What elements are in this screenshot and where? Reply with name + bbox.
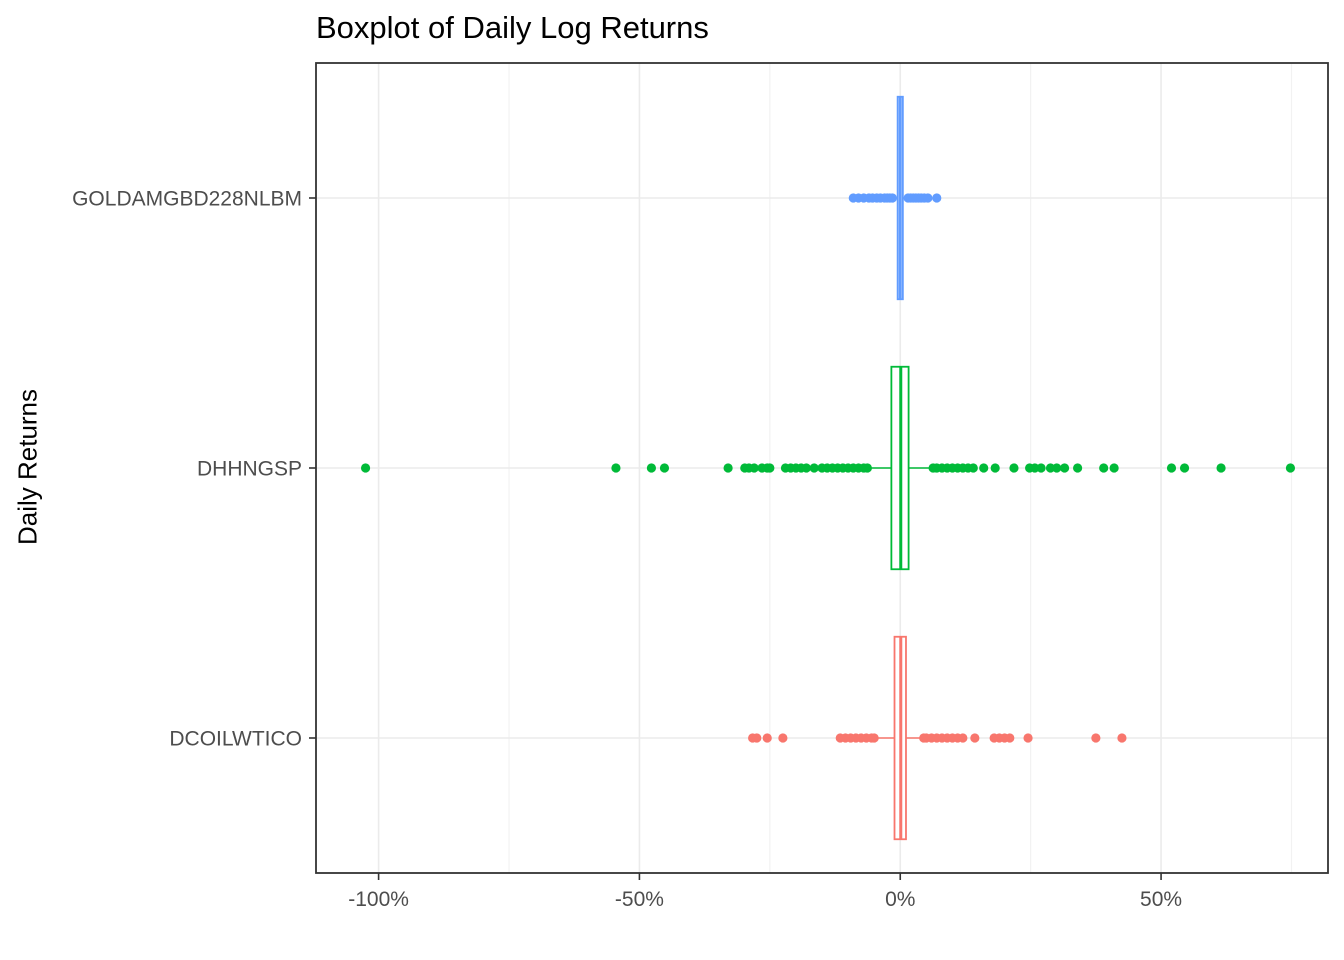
outlier-point xyxy=(646,463,657,473)
outlier-point xyxy=(1109,463,1119,473)
outlier-point xyxy=(1059,463,1070,473)
outlier-point xyxy=(809,463,819,473)
outlier-point xyxy=(1036,463,1046,473)
outlier-point xyxy=(958,733,968,743)
outlier-point xyxy=(862,463,872,473)
outlier-point xyxy=(1099,463,1109,473)
outlier-point xyxy=(1009,463,1019,473)
x-tick-label: -50% xyxy=(615,888,664,911)
outlier-point xyxy=(979,463,989,473)
outlier-point xyxy=(970,733,980,743)
y-tick-label: GOLDAMGBD228NLBM xyxy=(72,188,302,211)
series-dhhngsp xyxy=(360,365,1296,571)
outlier-point xyxy=(1117,733,1127,743)
outlier-point xyxy=(765,463,775,473)
outlier-point xyxy=(1166,463,1177,473)
chart-title: Boxplot of Daily Log Returns xyxy=(316,10,709,45)
x-tick-label: -100% xyxy=(348,888,409,911)
outlier-point xyxy=(1216,463,1226,473)
x-tick-label: 50% xyxy=(1140,888,1182,911)
series-dcoilwtico xyxy=(748,635,1127,841)
y-tick-label: DHHNGSP xyxy=(197,458,302,481)
outlier-point xyxy=(923,193,933,203)
outlier-point xyxy=(1023,733,1033,743)
outlier-point xyxy=(801,463,811,473)
outlier-point xyxy=(611,463,621,473)
series-goldamgbd228nlbm xyxy=(848,95,942,301)
outlier-point xyxy=(887,193,898,203)
outlier-point xyxy=(990,463,1000,473)
outlier-point xyxy=(1005,733,1015,743)
outlier-point xyxy=(932,193,942,203)
outlier-point xyxy=(1091,733,1101,743)
y-tick-label: DCOILWTICO xyxy=(169,728,302,751)
outlier-point xyxy=(752,733,762,743)
outlier-point xyxy=(762,733,772,743)
outlier-point xyxy=(778,733,788,743)
outlier-point xyxy=(1179,463,1190,473)
x-tick-label: 0% xyxy=(885,888,915,911)
outlier-point xyxy=(659,463,670,473)
outlier-point xyxy=(1285,463,1296,473)
outlier-point xyxy=(968,463,978,473)
outlier-point xyxy=(1052,463,1062,473)
outlier-point xyxy=(1073,463,1083,473)
outlier-point xyxy=(360,463,371,473)
outlier-point xyxy=(869,733,879,743)
outlier-point xyxy=(723,463,733,473)
outlier-point xyxy=(749,463,759,473)
